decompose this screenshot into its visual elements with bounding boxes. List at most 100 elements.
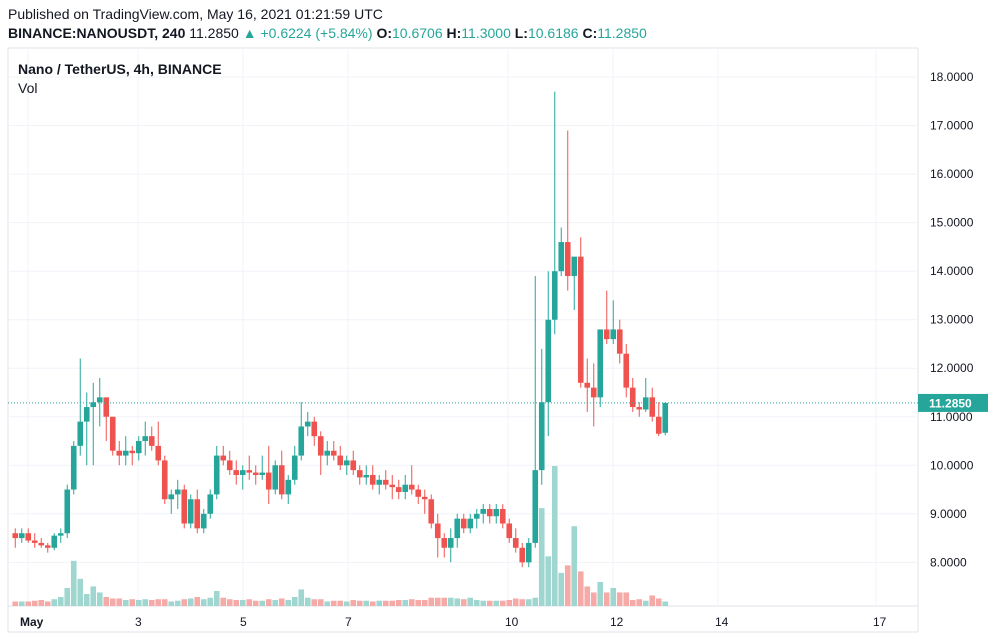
y-tick-label: 11.0000 [930, 410, 973, 424]
y-tick-label: 17.0000 [930, 119, 974, 133]
candle-body [116, 450, 123, 456]
x-tick-label: May [20, 615, 44, 629]
volume-bar [577, 571, 584, 606]
candle-body [623, 353, 630, 388]
volume-bar [181, 599, 188, 606]
volume-bar [278, 598, 285, 606]
candle-body [64, 489, 71, 534]
candle-body [584, 382, 591, 388]
high-label: H: [446, 25, 462, 41]
volume-bar [174, 600, 181, 606]
candle-body [278, 465, 285, 495]
volume-bar [532, 597, 539, 606]
y-tick-label: 8.0000 [930, 555, 967, 569]
candle-body [246, 470, 253, 473]
volume-bar [629, 599, 636, 606]
volume-bar [525, 599, 532, 606]
last-price-tag-label: 11.2850 [929, 396, 972, 410]
candle-body [122, 450, 129, 456]
candle-body [428, 499, 435, 524]
candle-body [324, 450, 331, 456]
volume-bar [441, 597, 448, 606]
candle-body [558, 242, 565, 272]
candle-body [90, 402, 97, 408]
volume-label: Vol [18, 80, 38, 96]
candle-body [83, 407, 90, 422]
volume-bar [350, 599, 357, 606]
volume-bar [194, 596, 201, 606]
candle-body [239, 470, 246, 475]
candle-body [447, 538, 454, 548]
volume-bar [415, 599, 422, 606]
candle-body [220, 455, 227, 461]
candle-body [525, 542, 532, 563]
volume-bar [467, 597, 474, 606]
volume-bar [148, 599, 155, 606]
candle-body [12, 533, 19, 539]
volume-bar [480, 600, 487, 606]
volume-bar [636, 599, 643, 606]
volume-bar [506, 599, 513, 606]
candle-body [291, 455, 298, 480]
volume-bar [428, 597, 435, 606]
y-tick-label: 16.0000 [930, 167, 974, 181]
volume-bar [363, 600, 370, 606]
candle-body [38, 542, 45, 546]
candle-body [610, 329, 617, 340]
volume-bar [96, 592, 103, 606]
volume-bar [590, 592, 597, 606]
volume-bar [460, 599, 467, 606]
chart-title: Nano / TetherUS, 4h, BINANCE [18, 61, 222, 77]
candle-body [207, 494, 214, 514]
volume-bar [272, 599, 279, 606]
candle-body [506, 523, 513, 539]
candle-body [181, 489, 188, 524]
high-value: 11.3000 [461, 25, 511, 41]
candle-body [265, 472, 272, 490]
candle-body [460, 518, 467, 529]
y-tick-label: 18.0000 [930, 70, 974, 84]
y-tick-label: 9.0000 [930, 507, 967, 521]
candle-body [356, 470, 363, 478]
candle-body [402, 484, 409, 492]
candle-body [135, 441, 142, 454]
candle-body [168, 494, 175, 500]
candle-body [603, 329, 610, 340]
volume-bar [402, 599, 409, 606]
volume-bar [499, 600, 506, 606]
volume-bar [83, 593, 90, 606]
volume-bar [330, 600, 337, 606]
candle-body [629, 387, 636, 408]
volume-bar [434, 597, 441, 606]
volume-bar [343, 601, 350, 606]
candle-body [649, 397, 656, 417]
y-tick-label: 13.0000 [930, 313, 974, 327]
candle-body [311, 421, 318, 437]
y-tick-label: 12.0000 [930, 361, 974, 375]
volume-bar [571, 526, 578, 606]
candle-body [70, 445, 77, 490]
volume-bar [122, 599, 129, 606]
published-note: Published on TradingView.com, May 16, 20… [8, 6, 383, 22]
last-price: 11.2850 [189, 25, 239, 41]
volume-bar [285, 599, 292, 606]
low-label: L: [514, 25, 528, 41]
volume-bar [142, 599, 149, 606]
candle-body [343, 460, 350, 466]
symbol-label: BINANCE:NANOUSDT, 240 [8, 25, 186, 41]
volume-bar [200, 599, 207, 606]
volume-bar [454, 598, 461, 606]
volume-bar [239, 599, 246, 606]
volume-bar [25, 601, 32, 606]
candle-body [473, 513, 480, 519]
candle-body [454, 518, 461, 539]
candle-body [272, 465, 279, 490]
candle-body [408, 484, 415, 490]
candle-body [421, 496, 428, 500]
candle-body [597, 329, 604, 398]
x-tick-label: 12 [610, 615, 624, 629]
x-tick-label: 7 [345, 615, 352, 629]
candle-body [51, 535, 58, 548]
volume-bar [389, 600, 396, 606]
